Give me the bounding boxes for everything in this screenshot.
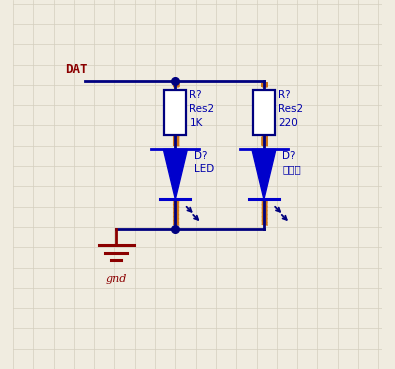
Text: 发射管: 发射管 — [282, 164, 301, 174]
Text: LED: LED — [194, 164, 214, 174]
Text: R?: R? — [189, 90, 202, 100]
Bar — [164, 90, 186, 135]
Text: gnd: gnd — [105, 274, 127, 284]
Text: Res2: Res2 — [189, 104, 214, 114]
Text: R?: R? — [278, 90, 291, 100]
Polygon shape — [252, 149, 276, 199]
Text: Res2: Res2 — [278, 104, 303, 114]
Text: D?: D? — [282, 151, 296, 161]
Text: D?: D? — [194, 151, 207, 161]
Polygon shape — [164, 149, 187, 199]
Text: DAT: DAT — [65, 63, 87, 76]
Bar — [253, 90, 275, 135]
Text: 220: 220 — [278, 118, 298, 128]
Text: 1K: 1K — [189, 118, 203, 128]
